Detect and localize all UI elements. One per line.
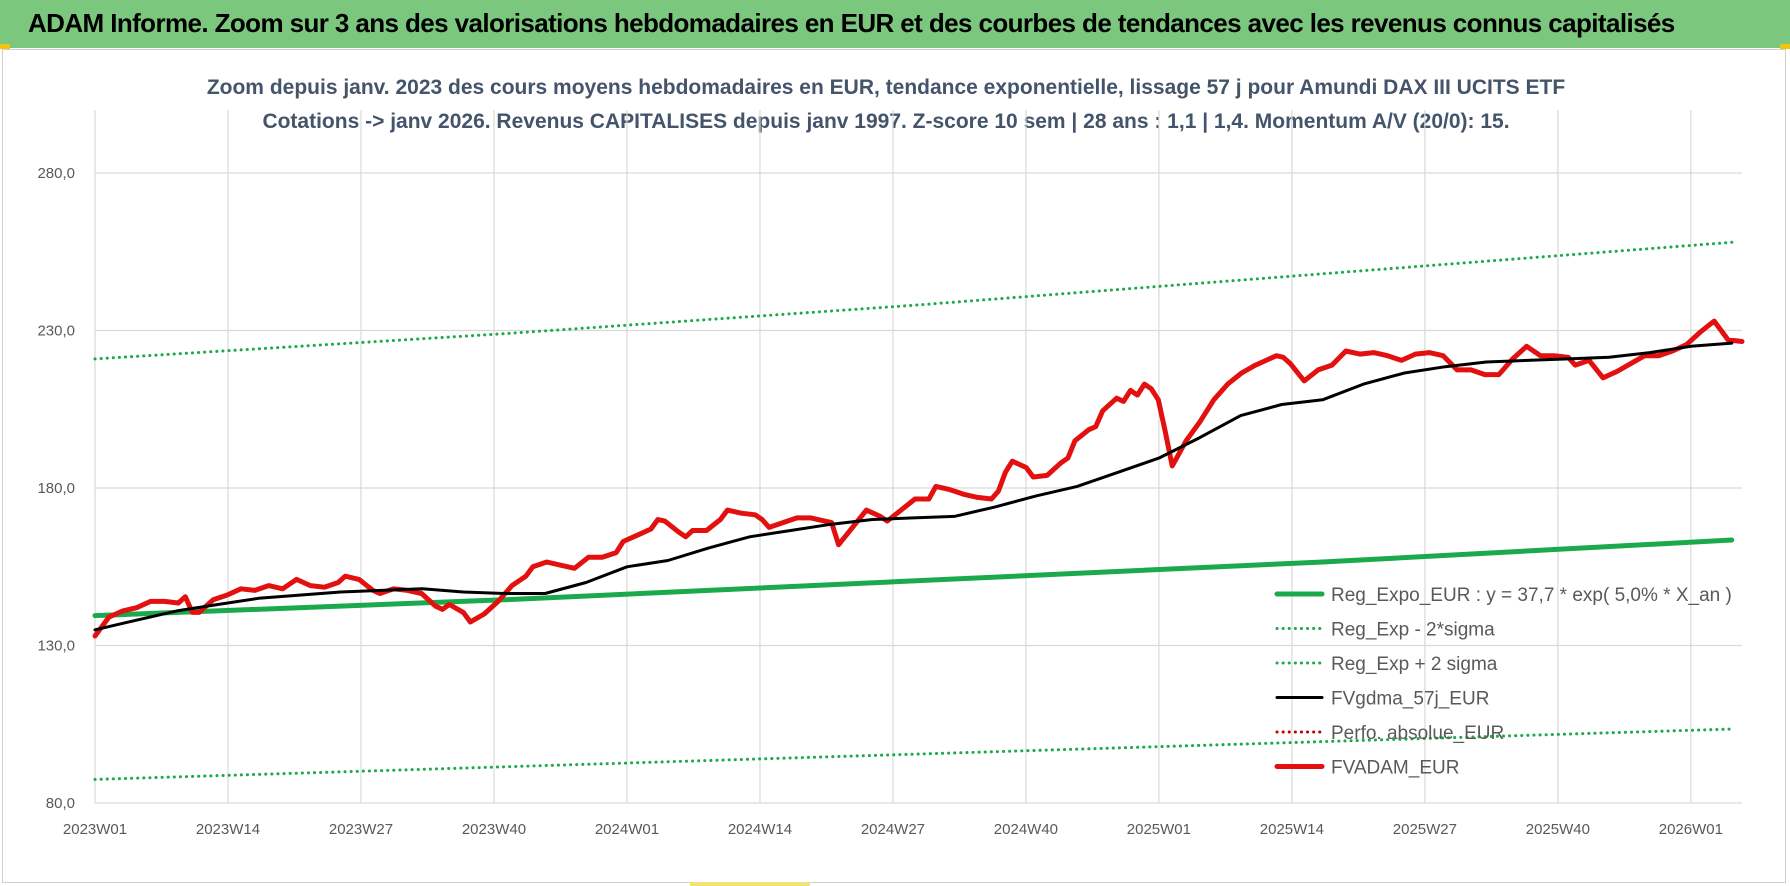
x-tick-label: 2025W01: [1127, 821, 1191, 838]
corner-mark-left: [0, 44, 10, 49]
x-tick-label: 2023W01: [63, 821, 127, 838]
x-axis-labels: 2023W01 2023W14 2023W27 2023W40 2024W01 2024W…: [63, 821, 1723, 838]
legend-label-4: Perfo. absolue_EUR: [1331, 723, 1504, 744]
grid: [94, 110, 1742, 804]
x-tick-label: 2024W14: [728, 821, 792, 838]
chart-subtitle-line-1: Zoom depuis janv. 2023 des cours moyens …: [207, 76, 1566, 99]
bottom-mark: [690, 882, 810, 886]
legend-label-2: Reg_Exp + 2 sigma: [1331, 654, 1498, 675]
legend: Reg_Expo_EUR : y = 37,7 * exp( 5,0% * X_…: [1274, 585, 1732, 779]
legend-label-1: Reg_Exp - 2*sigma: [1331, 620, 1495, 641]
x-tick-label: 2023W40: [462, 821, 526, 838]
series-line-0: [92, 537, 1735, 619]
series-line-3: [93, 341, 1734, 632]
y-tick-label: 80,0: [46, 795, 75, 812]
y-tick-label: 280,0: [37, 165, 75, 182]
series-line-1: [93, 727, 1734, 781]
x-tick-label: 2023W14: [196, 821, 260, 838]
x-tick-label: 2025W27: [1393, 821, 1457, 838]
y-tick-label: 180,0: [37, 480, 75, 497]
legend-label-0: Reg_Expo_EUR : y = 37,7 * exp( 5,0% * X_…: [1331, 585, 1732, 606]
x-tick-label: 2026W01: [1659, 821, 1723, 838]
x-tick-label: 2024W01: [595, 821, 659, 838]
header-bar: ADAM Informe. Zoom sur 3 ans des valoris…: [0, 0, 1790, 48]
y-axis-labels: 80,0 130,0 180,0 230,0 280,0: [37, 165, 75, 812]
legend-label-3: FVgdma_57j_EUR: [1331, 689, 1489, 710]
y-tick-label: 130,0: [37, 638, 75, 655]
series-line-5: [92, 318, 1745, 639]
x-tick-label: 2025W40: [1526, 821, 1590, 838]
x-tick-label: 2024W40: [994, 821, 1058, 838]
y-tick-label: 230,0: [37, 323, 75, 340]
legend-label-5: FVADAM_EUR: [1331, 758, 1459, 779]
x-tick-label: 2023W27: [329, 821, 393, 838]
chart-subtitle-line-2: Cotations -> janv 2026. Revenus CAPITALI…: [262, 110, 1509, 133]
series-group: [92, 240, 1745, 781]
chart-frame: [2, 49, 1786, 883]
x-tick-label: 2025W14: [1260, 821, 1324, 838]
x-tick-label: 2024W27: [861, 821, 925, 838]
series-line-2: [93, 240, 1734, 361]
report-title: ADAM Informe. Zoom sur 3 ans des valoris…: [28, 8, 1675, 38]
corner-mark-right: [1780, 44, 1790, 49]
